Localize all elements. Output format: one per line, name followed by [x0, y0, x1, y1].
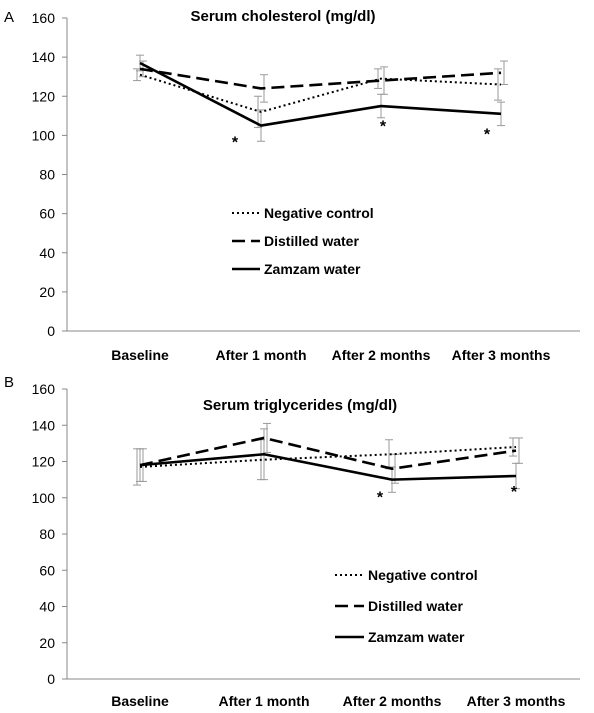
- y-tick-label: 0: [47, 323, 55, 339]
- legend-label: Zamzam water: [368, 629, 465, 645]
- x-category-label: After 3 months: [467, 693, 566, 709]
- y-tick-label: 20: [39, 284, 55, 300]
- y-tick-label: 20: [39, 635, 55, 651]
- y-tick-label: 140: [32, 417, 56, 433]
- y-tick-label: 80: [39, 167, 55, 183]
- y-tick-label: 60: [39, 206, 55, 222]
- x-category-label: Baseline: [111, 347, 169, 363]
- x-category-label: After 2 months: [332, 347, 431, 363]
- chart-title: Serum triglycerides (mg/dl): [203, 397, 397, 414]
- x-category-label: Baseline: [111, 693, 169, 709]
- chart-panel-b: 0 20 40 60 80 100 120 140 160 Baseline After 1 mon…: [4, 374, 580, 709]
- y-tick-label: 40: [39, 245, 55, 261]
- y-tick-label: 60: [39, 562, 55, 578]
- legend-label: Distilled water: [368, 598, 463, 614]
- significance-asterisk: *: [380, 119, 387, 136]
- legend-label: Negative control: [264, 205, 374, 221]
- chart-panel-a: 0 20 40 60 80 100 120 140 160 Baseline After 1 mon…: [4, 8, 580, 363]
- y-tick-label: 100: [32, 127, 56, 143]
- y-tick-label: 100: [32, 490, 56, 506]
- significance-asterisk: *: [377, 490, 384, 507]
- y-tick-label: 160: [32, 10, 56, 26]
- y-tick-label: 160: [32, 381, 56, 397]
- legend-label: Zamzam water: [264, 261, 361, 277]
- panel-label: A: [4, 9, 14, 26]
- y-tick-label: 40: [39, 599, 55, 615]
- series-line-zamzam-water: [139, 452, 517, 481]
- legend-label: Distilled water: [264, 233, 359, 249]
- series-line-distilled-water: [139, 67, 502, 90]
- chart-title: Serum cholesterol (mg/dl): [190, 8, 375, 25]
- legend-label: Negative control: [368, 567, 478, 583]
- series-line-distilled-water: [139, 436, 517, 471]
- y-tick-label: 140: [32, 49, 56, 65]
- series-line-zamzam-water: [139, 61, 502, 127]
- series-line-negative-control: [139, 446, 517, 468]
- x-category-label: After 2 months: [343, 693, 442, 709]
- y-tick-label: 80: [39, 526, 55, 542]
- significance-asterisk: *: [232, 134, 239, 151]
- x-category-label: After 3 months: [452, 347, 551, 363]
- y-tick-label: 120: [32, 88, 56, 104]
- series-line-negative-control: [139, 73, 502, 113]
- y-tick-label: 120: [32, 454, 56, 470]
- significance-asterisk: *: [511, 484, 518, 501]
- x-category-label: After 1 month: [219, 693, 310, 709]
- x-category-label: After 1 month: [216, 347, 307, 363]
- significance-asterisk: *: [484, 127, 491, 144]
- panel-label: B: [4, 374, 14, 391]
- y-tick-label: 0: [47, 671, 55, 687]
